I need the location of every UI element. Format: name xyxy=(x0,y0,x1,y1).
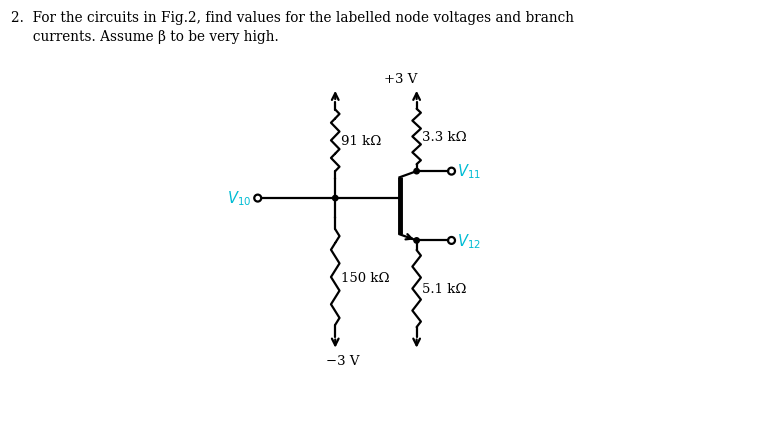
Text: 91 kΩ: 91 kΩ xyxy=(340,135,381,147)
Circle shape xyxy=(414,169,420,174)
Text: currents. Assume β to be very high.: currents. Assume β to be very high. xyxy=(11,30,279,44)
Circle shape xyxy=(333,196,338,201)
Text: +3 V: +3 V xyxy=(385,73,418,86)
Circle shape xyxy=(414,238,420,244)
Text: 5.1 kΩ: 5.1 kΩ xyxy=(422,282,467,295)
Text: $V_{10}$: $V_{10}$ xyxy=(227,189,252,208)
Text: $V_{11}$: $V_{11}$ xyxy=(457,162,481,181)
Text: −3 V: −3 V xyxy=(326,354,359,367)
Text: $V_{12}$: $V_{12}$ xyxy=(457,232,481,250)
Text: 3.3 kΩ: 3.3 kΩ xyxy=(422,131,467,144)
Text: 150 kΩ: 150 kΩ xyxy=(340,271,389,284)
Text: 2.  For the circuits in Fig.2, find values for the labelled node voltages and br: 2. For the circuits in Fig.2, find value… xyxy=(11,11,575,25)
